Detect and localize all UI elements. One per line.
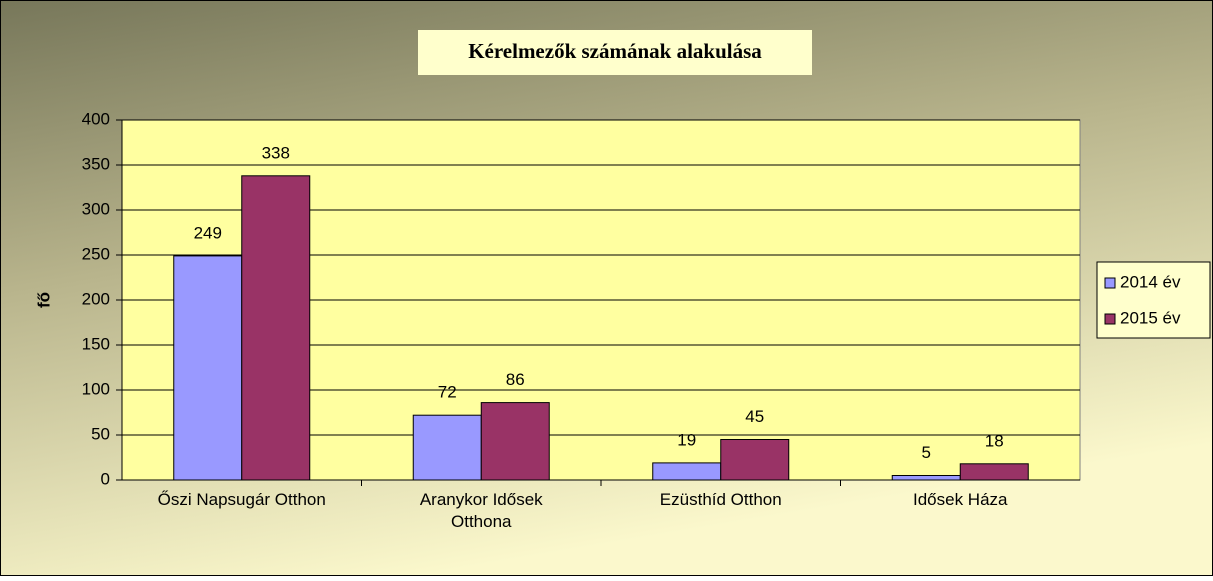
y-tick-label: 300 — [82, 199, 110, 218]
y-axis-label: fő — [34, 292, 53, 308]
bar — [241, 175, 311, 481]
legend-swatch — [1104, 313, 1116, 325]
bar — [412, 414, 482, 481]
data-label: 249 — [194, 223, 222, 242]
data-label: 18 — [985, 431, 1004, 450]
legend-label: 2014 év — [1120, 272, 1181, 291]
x-tick-label-box: Aranykor Idősek Otthona — [419, 490, 543, 531]
data-label: 86 — [506, 370, 525, 389]
data-label: 5 — [922, 443, 931, 462]
x-tick-label-box: Idősek Háza — [913, 490, 1008, 509]
y-tick-label: 350 — [82, 154, 110, 173]
y-tick-label: 400 — [82, 109, 110, 128]
y-tick-label: 250 — [82, 244, 110, 263]
data-label: 19 — [677, 430, 696, 449]
y-tick-label: 200 — [82, 289, 110, 308]
x-tick-label-box: Őszi Napsugár Otthon — [157, 490, 326, 509]
x-tick-label: Idősek Háza — [913, 490, 1008, 509]
bar — [173, 255, 243, 481]
legend-label: 2015 év — [1120, 308, 1181, 327]
bar — [959, 463, 1029, 481]
x-tick-label: Aranykor Idősek Otthona — [419, 490, 543, 531]
x-tick-label: Őszi Napsugár Otthon — [157, 490, 326, 509]
chart-title: Kérelmezők számának alakulása — [468, 39, 762, 63]
bar — [480, 402, 550, 481]
x-tick-label: Ezüsthíd Otthon — [659, 490, 782, 509]
x-tick-label-box: Ezüsthíd Otthon — [659, 490, 782, 509]
legend — [1096, 261, 1211, 339]
y-tick-label: 150 — [82, 334, 110, 353]
bar — [720, 439, 790, 481]
bar — [891, 475, 961, 481]
legend-swatch — [1104, 277, 1116, 289]
title-box — [418, 30, 812, 75]
y-tick-label: 50 — [91, 424, 110, 443]
y-tick-label: 100 — [82, 379, 110, 398]
bar — [652, 462, 722, 481]
data-label: 45 — [745, 407, 764, 426]
y-tick-label: 0 — [101, 469, 110, 488]
data-label: 338 — [262, 143, 290, 162]
data-label: 72 — [438, 383, 457, 402]
